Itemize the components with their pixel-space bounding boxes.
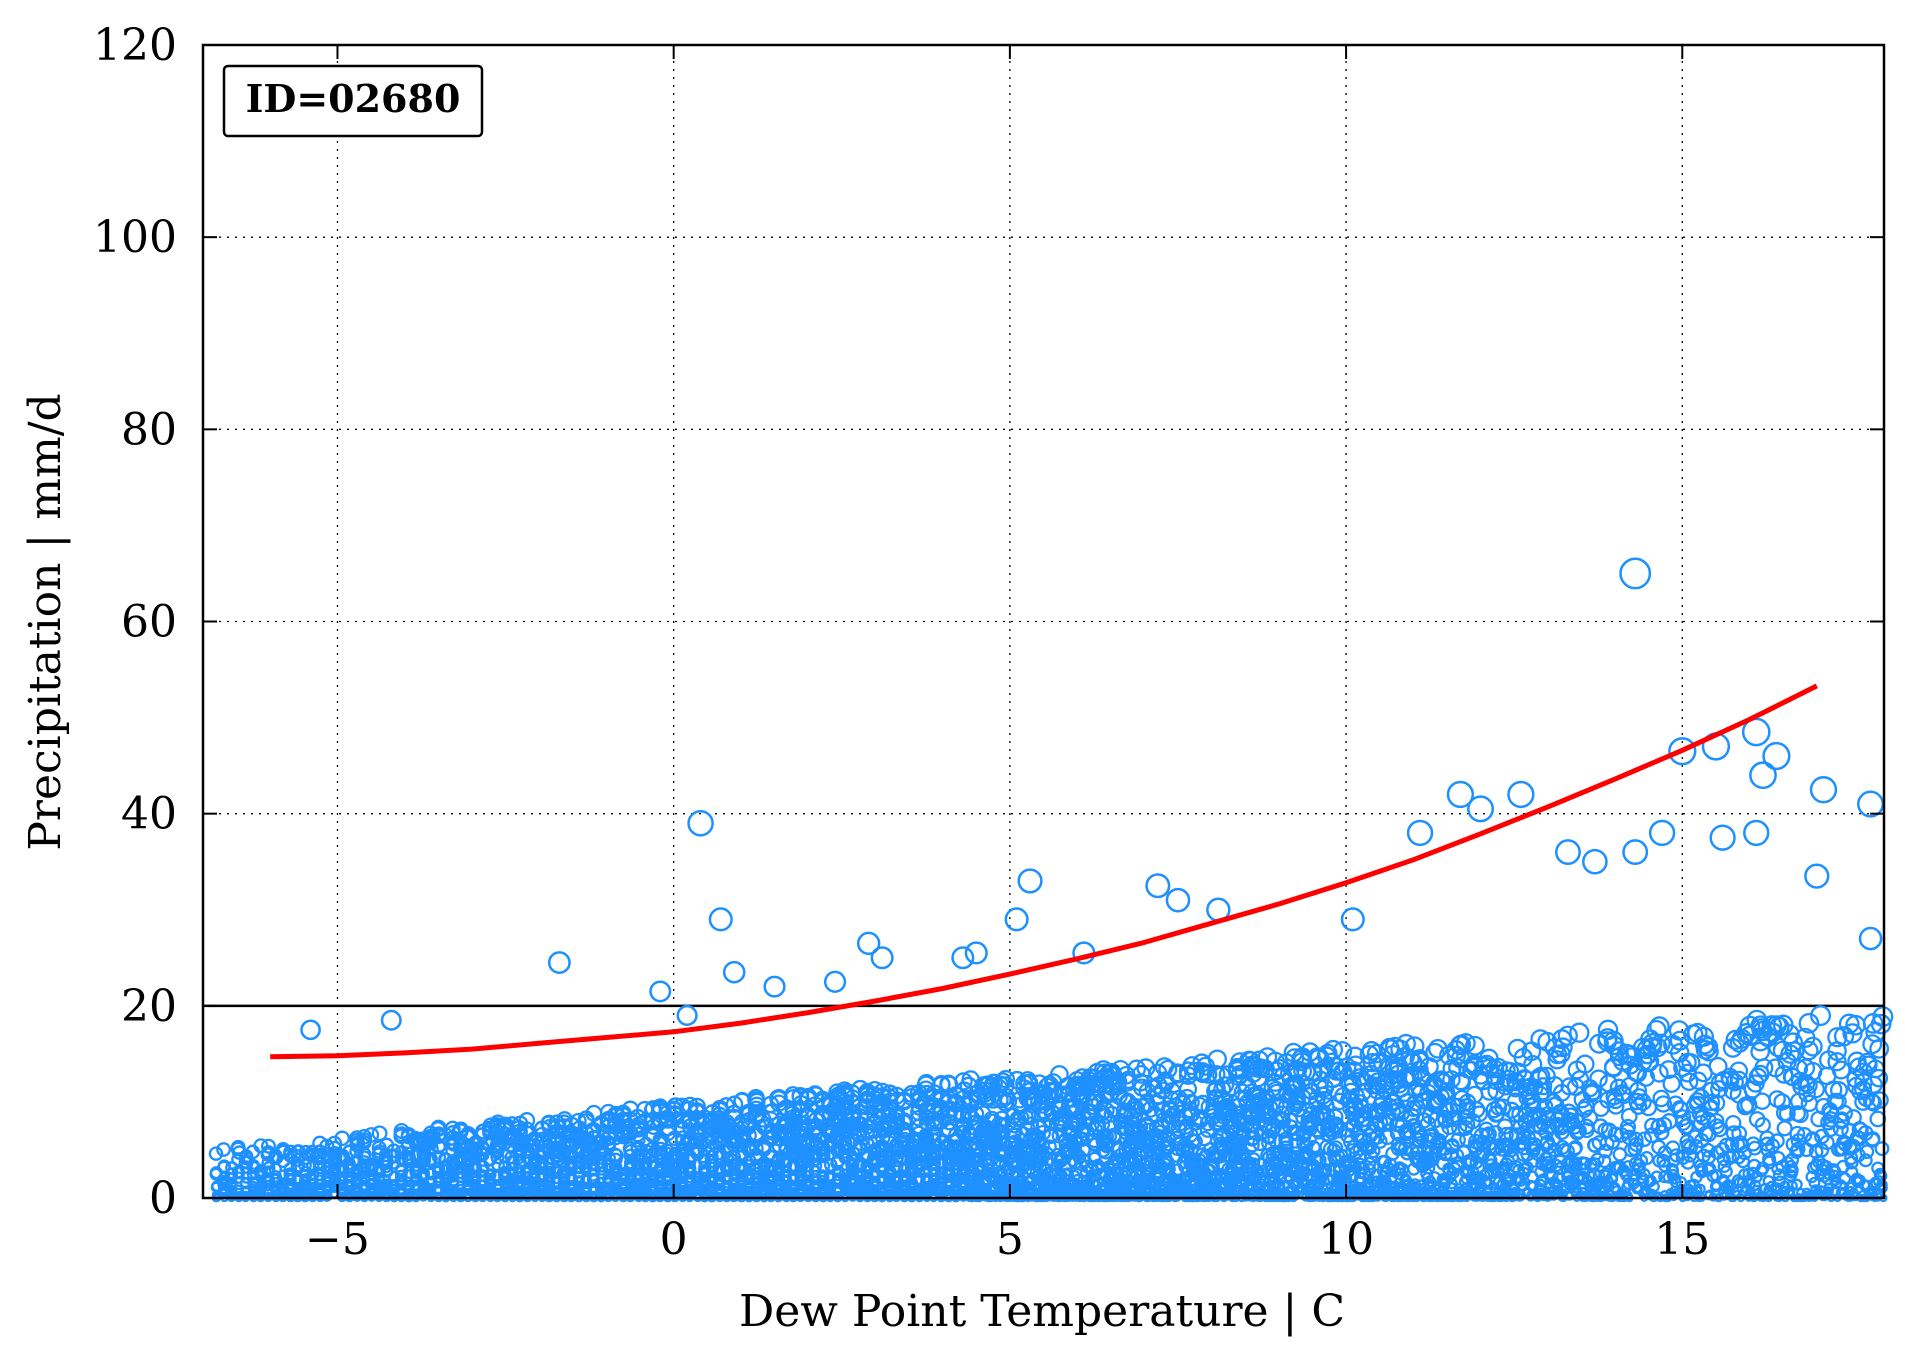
scatter-point bbox=[630, 1141, 646, 1157]
scatter-point bbox=[357, 1150, 372, 1165]
scatter-point bbox=[688, 1097, 706, 1115]
scatter-point bbox=[431, 1138, 447, 1154]
scatter-points bbox=[208, 557, 1894, 1203]
scatter-point bbox=[356, 1128, 373, 1145]
scatter-point bbox=[327, 1149, 343, 1165]
scatter-point bbox=[283, 1161, 298, 1176]
scatter-point bbox=[518, 1112, 536, 1129]
scatter-point bbox=[489, 1138, 505, 1154]
scatter-point bbox=[416, 1167, 430, 1181]
scatter-point bbox=[208, 1146, 224, 1161]
scatter-point bbox=[704, 1149, 719, 1164]
scatter-point bbox=[239, 1160, 253, 1174]
scatter-point bbox=[402, 1165, 416, 1179]
scatter-point bbox=[334, 1130, 350, 1147]
scatter-point bbox=[674, 1134, 691, 1150]
scatter-point bbox=[328, 1171, 342, 1185]
scatter-point bbox=[608, 1152, 623, 1167]
scatter-point bbox=[230, 1139, 246, 1155]
scatter-point bbox=[527, 1158, 542, 1173]
scatter-point bbox=[631, 1159, 646, 1173]
scatter-point bbox=[594, 1159, 609, 1173]
scatter-point bbox=[269, 1170, 283, 1183]
scatter-point bbox=[378, 1147, 394, 1163]
scatter-point bbox=[667, 1130, 683, 1146]
scatter-point bbox=[446, 1168, 460, 1182]
scatter-point bbox=[654, 1180, 666, 1192]
scatter-point bbox=[386, 1149, 402, 1164]
scatter-point bbox=[260, 1138, 276, 1154]
scatter-point bbox=[579, 1159, 593, 1174]
scatter-point bbox=[327, 1140, 343, 1156]
scatter-point bbox=[637, 1157, 652, 1172]
scatter-point bbox=[216, 1142, 232, 1157]
scatter-point bbox=[254, 1164, 268, 1178]
scatter-point bbox=[556, 1146, 571, 1161]
scatter-point bbox=[298, 1144, 314, 1160]
scatter-point bbox=[350, 1173, 363, 1186]
scatter-point bbox=[659, 1146, 675, 1162]
scatter-point bbox=[615, 1125, 631, 1142]
scatter-point bbox=[630, 1132, 646, 1148]
scatter-point bbox=[326, 1135, 343, 1151]
scatter-point bbox=[570, 1112, 587, 1130]
scatter-point bbox=[217, 1160, 231, 1175]
scatter-point bbox=[262, 1161, 276, 1175]
scatter-point bbox=[468, 1175, 481, 1188]
scatter-point bbox=[363, 1127, 380, 1143]
scatter-point bbox=[608, 1159, 623, 1174]
scatter-point bbox=[371, 1125, 388, 1142]
scatter-point bbox=[400, 1146, 416, 1162]
scatter-point bbox=[431, 1161, 446, 1176]
scatter-point bbox=[371, 1163, 386, 1177]
scatter-point bbox=[386, 1143, 402, 1159]
scatter-point bbox=[484, 1178, 496, 1191]
scatter-point bbox=[475, 1141, 490, 1157]
scatter-point bbox=[572, 1175, 585, 1188]
